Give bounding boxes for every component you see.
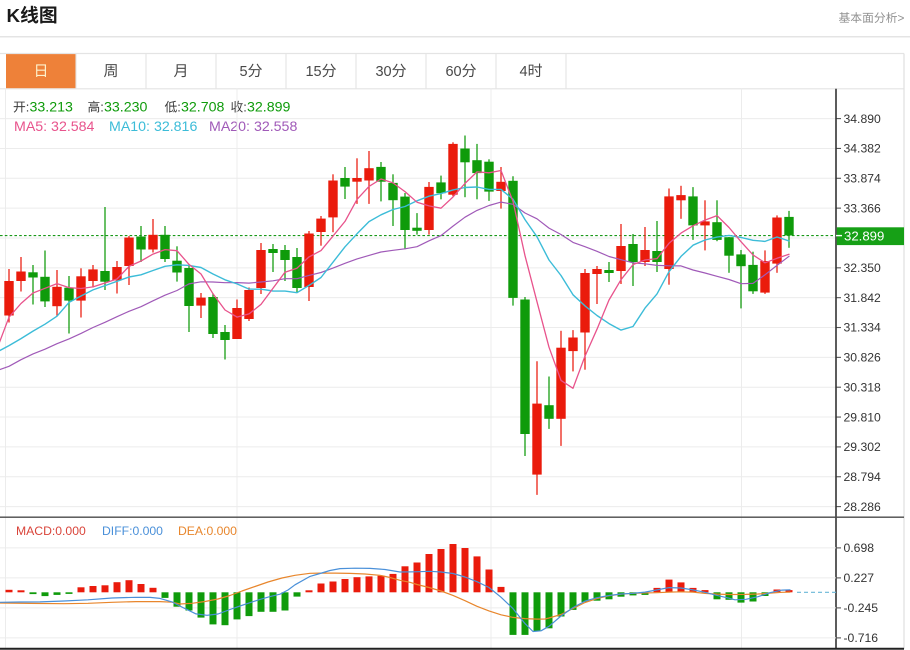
svg-text:60: 60 xyxy=(445,64,461,80)
svg-text:32.350: 32.350 xyxy=(844,261,881,275)
svg-text:15: 15 xyxy=(305,64,321,80)
svg-text:32.708: 32.708 xyxy=(181,100,225,116)
svg-text:33.366: 33.366 xyxy=(844,201,881,215)
svg-text:DEA:0.000: DEA:0.000 xyxy=(178,524,237,538)
svg-text:29.302: 29.302 xyxy=(844,440,881,454)
svg-text:DIFF:0.000: DIFF:0.000 xyxy=(102,524,163,538)
svg-text::: : xyxy=(177,100,181,115)
svg-text:31.334: 31.334 xyxy=(844,321,881,335)
svg-text:28.286: 28.286 xyxy=(844,500,881,514)
svg-text:4: 4 xyxy=(519,64,527,80)
svg-text:-0.245: -0.245 xyxy=(844,601,879,615)
svg-text:MA5: 32.584: MA5: 32.584 xyxy=(14,119,95,135)
svg-text:5: 5 xyxy=(239,64,247,80)
svg-text:32.899: 32.899 xyxy=(247,100,291,116)
svg-text:K: K xyxy=(7,5,21,26)
svg-text::: : xyxy=(26,100,30,115)
svg-text:-0.716: -0.716 xyxy=(844,631,879,645)
svg-text:32.899: 32.899 xyxy=(844,229,884,244)
svg-text:29.810: 29.810 xyxy=(844,410,881,424)
svg-text:34.890: 34.890 xyxy=(844,112,881,126)
svg-text:>: > xyxy=(898,11,905,25)
svg-text:MA20: 32.558: MA20: 32.558 xyxy=(209,119,297,135)
svg-text:0.698: 0.698 xyxy=(844,541,875,555)
svg-text:33.874: 33.874 xyxy=(844,171,881,185)
svg-text:30.826: 30.826 xyxy=(844,351,881,365)
svg-text:0.227: 0.227 xyxy=(844,571,875,585)
svg-text:34.382: 34.382 xyxy=(844,142,881,156)
svg-text::: : xyxy=(243,100,247,115)
svg-text:33.230: 33.230 xyxy=(104,100,148,116)
svg-text:31.842: 31.842 xyxy=(844,291,881,305)
svg-text:30.318: 30.318 xyxy=(844,380,881,394)
svg-text:MACD:0.000: MACD:0.000 xyxy=(16,524,86,538)
svg-text:33.213: 33.213 xyxy=(30,100,74,116)
svg-text:MA10: 32.816: MA10: 32.816 xyxy=(109,119,197,135)
svg-text:30: 30 xyxy=(375,64,391,80)
svg-text::: : xyxy=(100,100,104,115)
svg-text:28.794: 28.794 xyxy=(844,470,881,484)
